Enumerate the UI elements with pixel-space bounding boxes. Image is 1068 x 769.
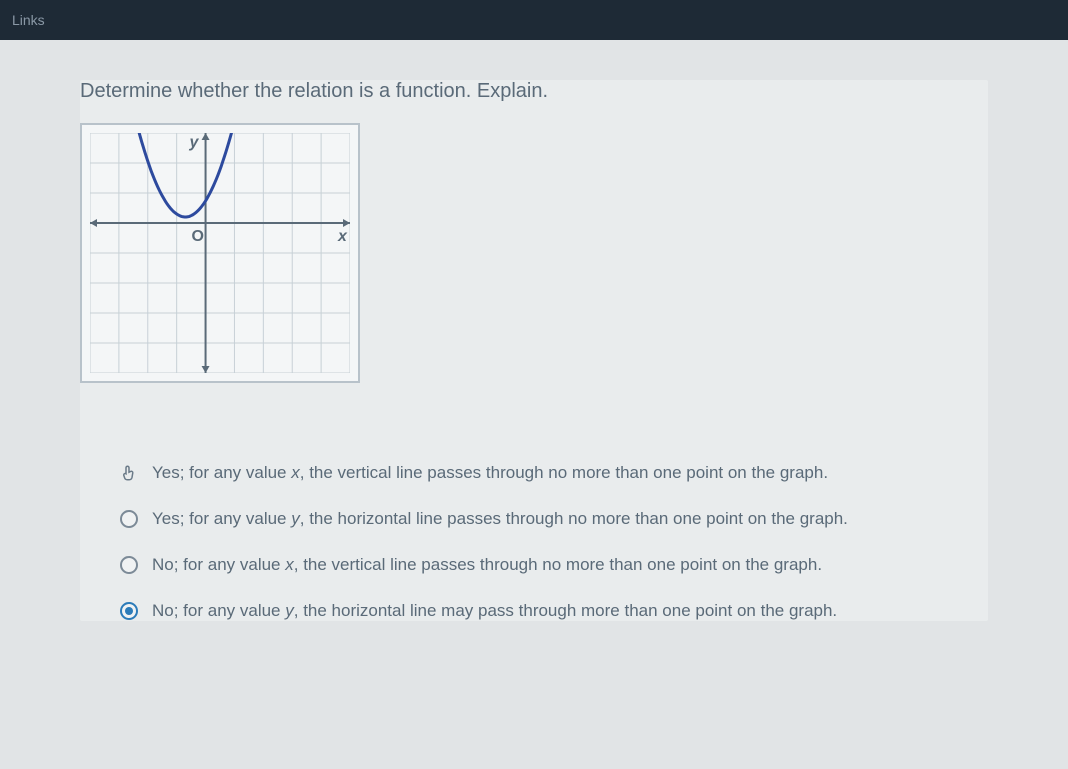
option-opt-b[interactable]: Yes; for any value y, the horizontal lin… bbox=[120, 509, 988, 529]
radio-opt-b[interactable] bbox=[120, 510, 138, 528]
radio-opt-d[interactable] bbox=[120, 602, 138, 620]
graph-container: y x O bbox=[80, 123, 360, 383]
question-card: Determine whether the relation is a func… bbox=[80, 80, 988, 621]
radio-opt-c[interactable] bbox=[120, 556, 138, 574]
topbar: Links bbox=[0, 0, 1068, 40]
function-graph: y x O bbox=[90, 133, 350, 373]
option-text-opt-d: No; for any value y, the horizontal line… bbox=[152, 601, 837, 621]
page-body: Determine whether the relation is a func… bbox=[0, 40, 1068, 769]
option-opt-a[interactable]: Yes; for any value x, the vertical line … bbox=[120, 463, 988, 483]
answer-options: Yes; for any value x, the vertical line … bbox=[120, 463, 988, 621]
option-opt-c[interactable]: No; for any value x, the vertical line p… bbox=[120, 555, 988, 575]
option-text-opt-a: Yes; for any value x, the vertical line … bbox=[152, 463, 828, 483]
svg-text:O: O bbox=[192, 228, 204, 245]
option-text-opt-b: Yes; for any value y, the horizontal lin… bbox=[152, 509, 848, 529]
option-text-opt-c: No; for any value x, the vertical line p… bbox=[152, 555, 822, 575]
question-prompt: Determine whether the relation is a func… bbox=[80, 80, 988, 103]
pointer-hand-icon bbox=[120, 464, 138, 482]
topbar-links-label[interactable]: Links bbox=[12, 12, 45, 28]
svg-text:y: y bbox=[189, 134, 200, 151]
svg-text:x: x bbox=[337, 228, 348, 245]
option-opt-d[interactable]: No; for any value y, the horizontal line… bbox=[120, 601, 988, 621]
